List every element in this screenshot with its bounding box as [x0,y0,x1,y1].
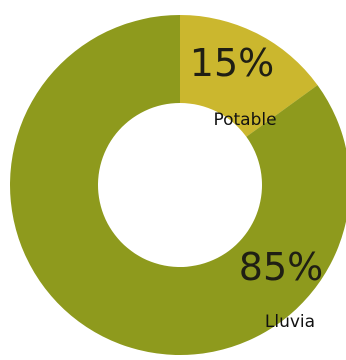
slice-category-label-lluvia: Lluvia [265,312,315,332]
slice-category-label-potable: Potable [213,110,276,130]
slice-lluvia [10,15,346,355]
slice-value-label-lluvia: 85% [239,245,323,289]
labels-group: 15% Potable 85% Lluvia [190,41,323,332]
slices-group [10,15,346,355]
slice-potable [180,15,318,137]
slice-value-label-potable: 15% [190,41,274,85]
